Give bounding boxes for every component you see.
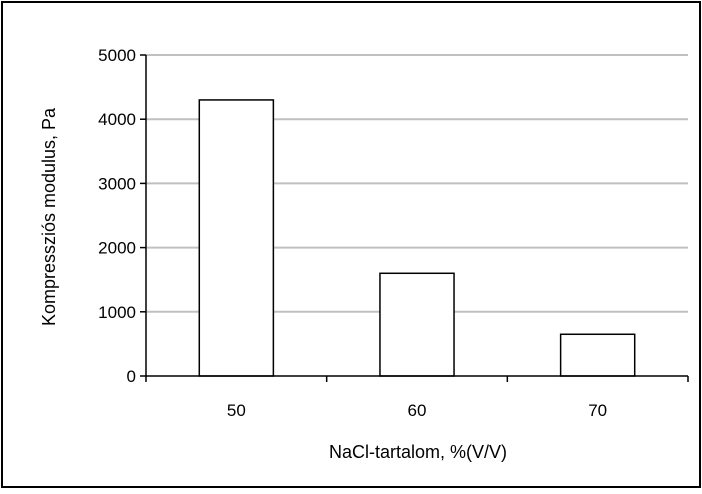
y-tick-labels: 0 1000 2000 3000 4000 5000 (98, 46, 136, 386)
x-axis-label: NaCl-tartalom, %(V/V) (329, 442, 507, 462)
y-tick-label: 2000 (98, 239, 136, 258)
y-tick-label: 5000 (98, 46, 136, 65)
y-axis-label: Kompressziós modulus, Pa (39, 107, 59, 326)
axes (140, 54, 689, 382)
y-tick-label: 3000 (98, 174, 136, 193)
bar-60 (379, 272, 455, 377)
bar-50 (198, 99, 275, 377)
x-tick-label: 60 (408, 401, 427, 420)
y-tick-label: 1000 (98, 303, 136, 322)
x-tick-label: 70 (588, 401, 607, 420)
x-tick-labels: 50 60 70 (227, 401, 607, 420)
bar-70 (559, 333, 636, 377)
y-tick-label: 4000 (98, 110, 136, 129)
y-tick-label: 0 (127, 367, 136, 386)
x-tick-label: 50 (227, 401, 246, 420)
